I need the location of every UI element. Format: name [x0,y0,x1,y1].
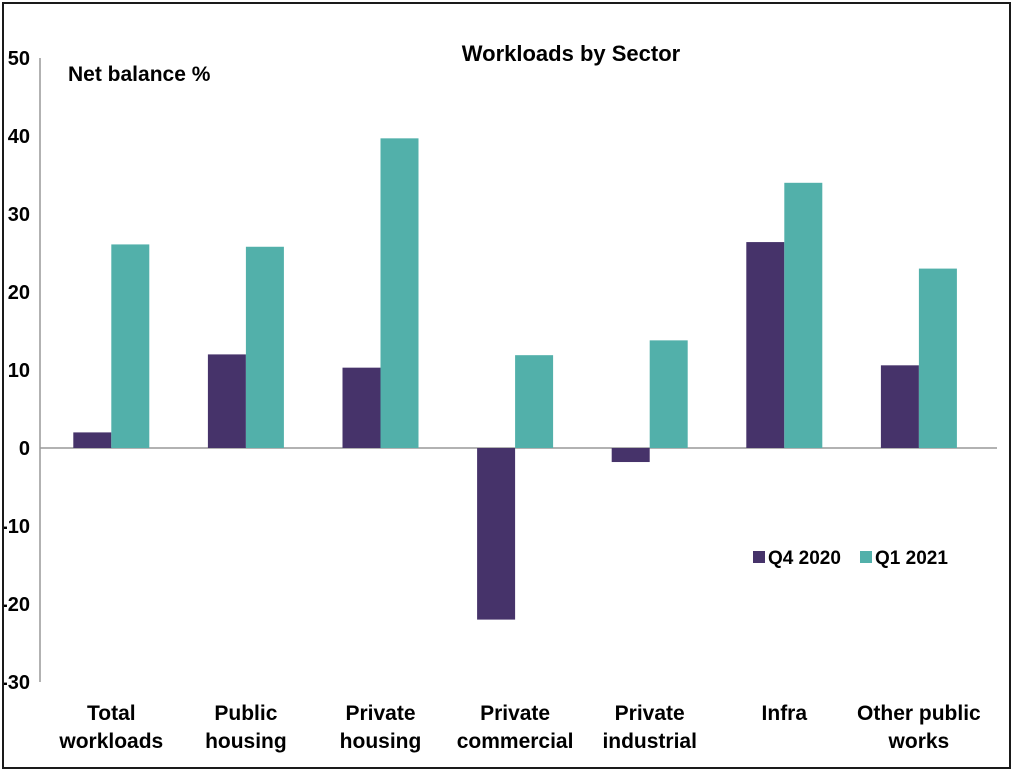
bar-q1-2021-0 [111,244,150,448]
chart-title: Workloads by Sector [462,41,681,66]
y-axis-label: Net balance % [68,63,211,86]
x-category-label: Private [480,702,550,725]
y-tick-label: -10 [4,516,30,538]
legend-swatch [753,551,765,563]
x-category-label: industrial [602,730,697,753]
bar-q1-2021-2 [380,138,419,448]
y-tick-label: 30 [8,204,30,226]
axes: 50 40 30 20 10 0 -10 -20 -30 [4,48,997,694]
bar-q1-2021-4 [649,340,688,448]
bar-q4-2020-6 [880,365,919,448]
y-tick-label: 50 [8,48,30,70]
bar-q4-2020-1 [207,354,246,448]
bar-q1-2021-1 [245,246,284,448]
bar-q4-2020-5 [746,242,785,448]
bars [73,138,957,620]
y-tick-label: 10 [8,360,30,382]
labels: Total workloads Public housing Private housin… [58,702,981,753]
x-category-label: commercial [457,730,574,753]
workloads-bar-chart: 50 40 30 20 10 0 -10 -20 -30 Total workloads Publi… [4,41,997,753]
bar-q4-2020-2 [342,367,381,448]
bar-q4-2020-3 [477,448,516,620]
y-tick-label: -30 [4,672,30,694]
bar-q4-2020-4 [611,448,650,463]
x-category-label: Private [615,702,685,725]
legend-label: Q4 2020 [768,548,841,569]
x-category-label: works [888,730,950,753]
x-category-label: Other public [857,702,981,725]
x-category-label: housing [205,730,287,753]
bar-q1-2021-6 [918,268,957,448]
x-category-label: workloads [58,730,163,753]
bar-q1-2021-5 [784,182,823,449]
legend-label: Q1 2021 [875,548,948,569]
x-category-label: Total [87,702,136,725]
legend-swatch [860,551,872,563]
y-tick-label: 40 [8,126,30,148]
x-category-label: Infra [762,702,808,725]
bar-q1-2021-3 [515,355,554,448]
x-category-label: Private [345,702,415,725]
y-tick-label: -20 [4,594,30,616]
y-tick-label: 20 [8,282,30,304]
x-category-label: Public [214,702,277,725]
x-category-label: housing [340,730,422,753]
y-tick-label: 0 [19,438,30,460]
legend: Q4 2020 Q1 2021 [753,548,948,569]
bar-q4-2020-0 [73,432,112,448]
